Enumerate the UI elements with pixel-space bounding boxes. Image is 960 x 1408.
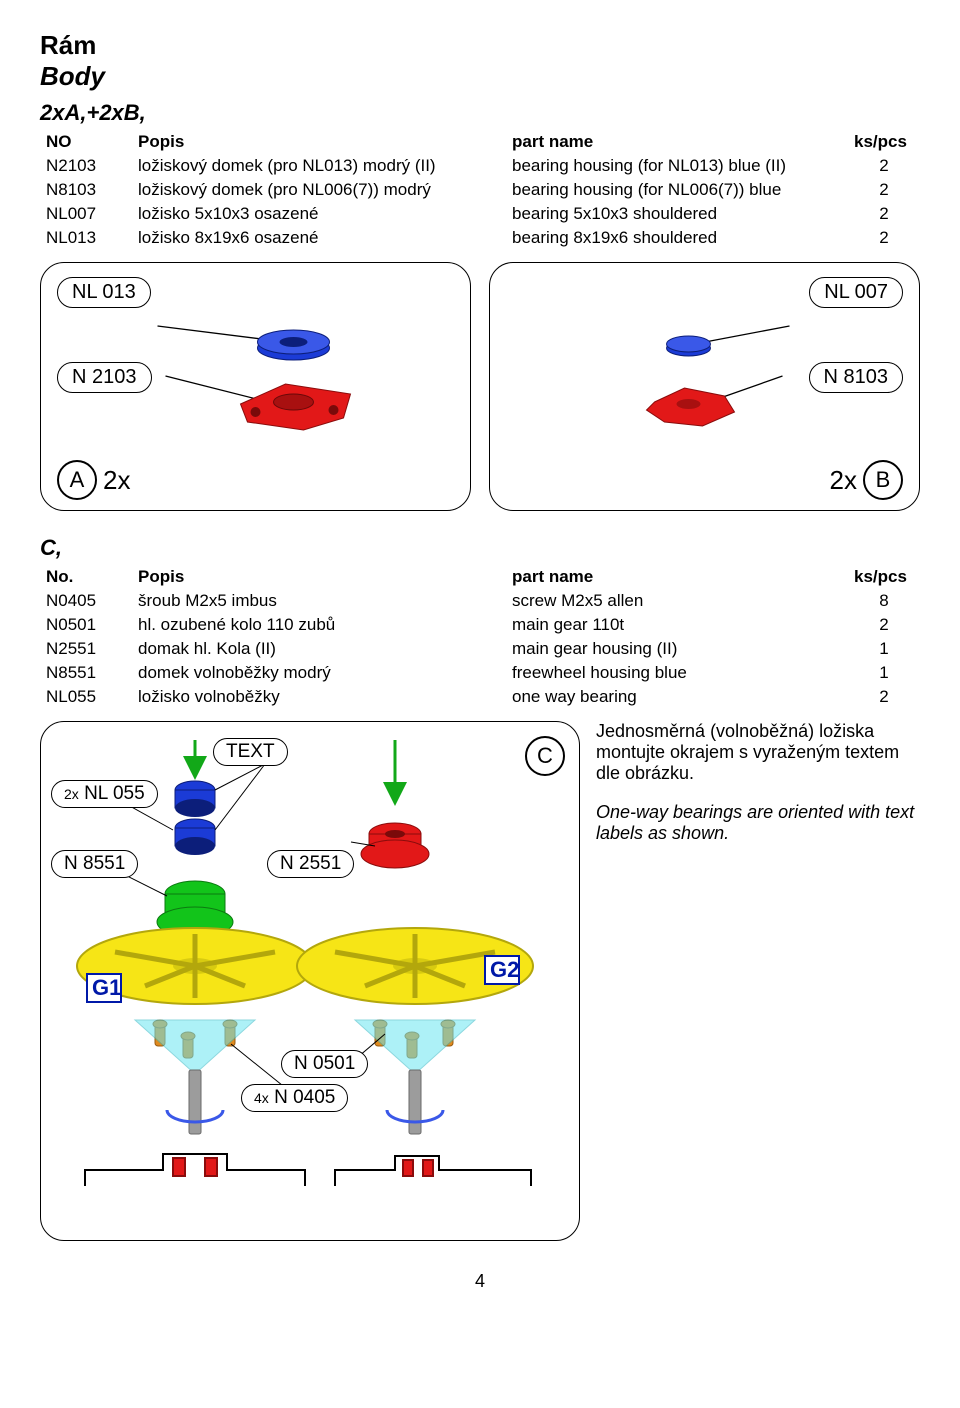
table-row: NL055ložisko volnoběžkyone way bearing2 [40,685,920,709]
panel-b-qty: 2x [830,465,857,496]
note-en: One-way bearings are oriented with text … [596,802,920,844]
table-row: N0501hl. ozubené kolo 110 zubůmain gear … [40,613,920,637]
n0405-prefix: 4x [254,1090,269,1106]
label-n0405: N 0405 [274,1087,335,1108]
t1-h2: part name [506,130,848,154]
label-n2551: N 2551 [267,850,354,878]
g1-label: G1 [92,975,121,1000]
parts-table-2: No. Popis part name ks/pcs N0405šroub M2… [40,565,920,709]
panel-b-circle: B [863,460,903,500]
diagram-c: G1 G2 [55,734,567,1230]
assembly-panel-a: NL 013 N 2103 A 2x [40,262,471,511]
table-row: N2551domak hl. Kola (II)main gear housin… [40,637,920,661]
label-nl013: NL 013 [57,277,151,308]
page-number: 4 [40,1271,920,1292]
label-text: TEXT [213,738,288,766]
t2-h0: No. [40,565,132,589]
table-row: NL007ložisko 5x10x3 osazenébearing 5x10x… [40,202,920,226]
g2-label: G2 [490,957,519,982]
assembly-panel-b: NL 007 N 8103 2x B [489,262,920,511]
table-row: N0405šroub M2x5 imbusscrew M2x5 allen8 [40,589,920,613]
panel-a-circle: A [57,460,97,500]
panel-c-circle: C [525,736,565,776]
panel-a-qty: 2x [103,465,130,496]
title-en: Body [40,61,920,92]
section1-label: 2xA,+2xB, [40,100,920,126]
t2-h3: ks/pcs [848,565,920,589]
title-cz: Rám [40,30,920,61]
t1-h3: ks/pcs [848,130,920,154]
label-n0501: N 0501 [281,1050,368,1078]
section2-label: C, [40,535,920,561]
note-cz: Jednosměrná (volnoběžná) ložiska montujt… [596,721,920,784]
t2-h1: Popis [132,565,506,589]
parts-table-1: NO Popis part name ks/pcs N2103ložiskový… [40,130,920,250]
label-nl007: NL 007 [809,277,903,308]
t2-h2: part name [506,565,848,589]
t1-h1: Popis [132,130,506,154]
table-row: N8551domek volnoběžky modrýfreewheel hou… [40,661,920,685]
label-n8551: N 8551 [51,850,138,878]
assembly-panel-c: G1 G2 [40,721,580,1241]
label-nl055: NL 055 [84,783,145,804]
table-row: N8103ložiskový domek (pro NL006(7)) modr… [40,178,920,202]
table-row: NL013ložisko 8x19x6 osazenébearing 8x19x… [40,226,920,250]
label-n2103: N 2103 [57,362,152,393]
table-row: N2103ložiskový domek (pro NL013) modrý (… [40,154,920,178]
notes-block: Jednosměrná (volnoběžná) ložiska montujt… [580,721,920,862]
nl055-prefix: 2x [64,786,79,802]
t1-h0: NO [40,130,132,154]
label-n8103: N 8103 [809,362,904,393]
